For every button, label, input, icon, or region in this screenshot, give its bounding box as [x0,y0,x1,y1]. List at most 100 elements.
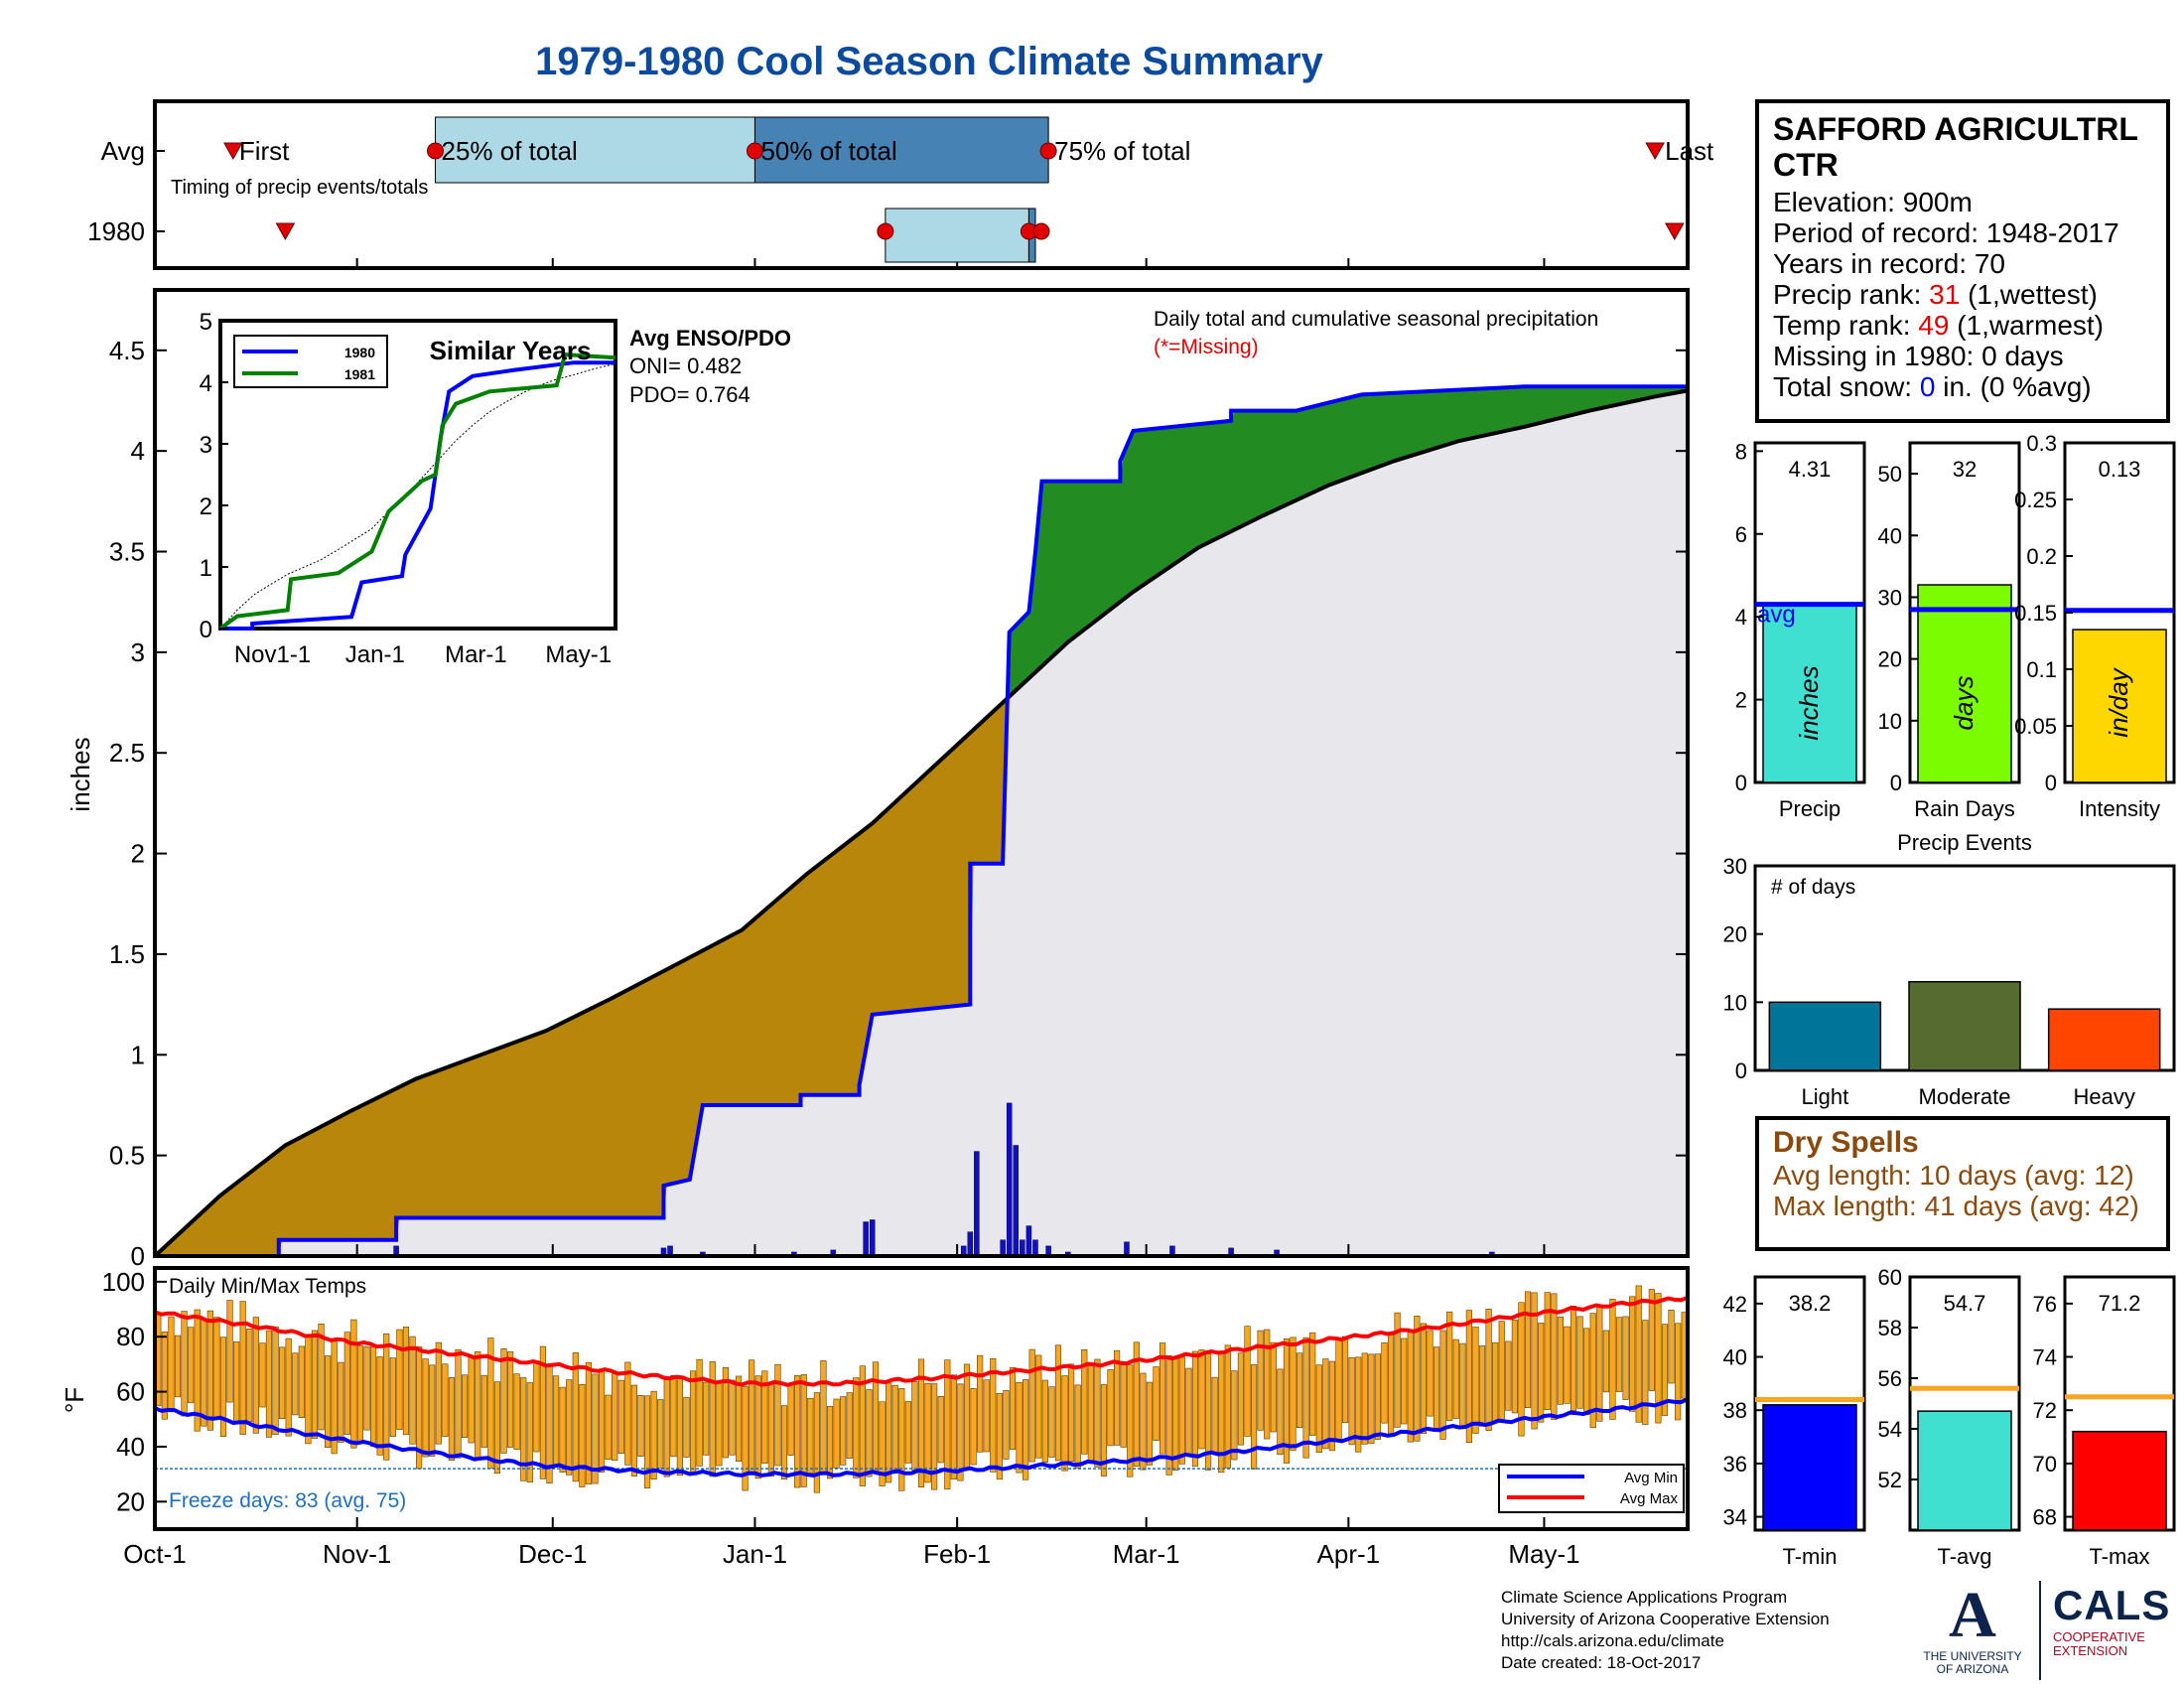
daily-temp-bar [1615,1317,1623,1392]
y-tick-label: 40 [1878,523,1902,548]
daily-temp-bar [552,1375,560,1468]
daily-temp-bar [1629,1296,1636,1412]
daily-temp-bar [206,1310,213,1431]
value-label: 54.7 [1944,1291,1986,1316]
season-totals-panels: avg 0 2 4 6 8 4.31 inches Precip 0 10 20 30 40 50 32 day… [1735,431,2176,821]
station-name: SAFFORD AGRICULTRL CTR [1773,111,2138,183]
daily-precip-bar [863,1221,869,1257]
station-elevation: Elevation: 900m [1773,187,1973,217]
daily-temp-bar [1465,1310,1472,1444]
daily-temp-bar [1602,1330,1609,1393]
daily-precip-bar [1025,1225,1032,1257]
daily-temp-bar [1178,1356,1185,1465]
deficit-area [158,699,1007,1256]
cumulative-precip-panel: 0 0.5 1 1.5 2 2.5 3 3.5 4 4.5 inches Daily total an… [66,288,1690,1271]
y-tick-label: 20 [116,1486,145,1516]
daily-temp-bar [937,1396,944,1464]
daily-temp-bar [794,1375,801,1488]
x-tick-label: Mar-1 [1113,1539,1180,1569]
daily-temp-bar [977,1354,984,1453]
daily-temp-bar [409,1336,416,1445]
daily-temp-bar [1237,1352,1245,1446]
daily-temp-bar [820,1360,827,1475]
x-tick-label: Nov-1 [323,1539,391,1569]
daily-temp-bar [886,1381,892,1483]
event-category-label: Light [1801,1084,1848,1109]
daily-temp-bar [716,1380,723,1467]
daily-temp-bar [1668,1310,1675,1384]
daily-temp-bar [924,1382,931,1483]
cals-logo: CALS COOPERATIVE EXTENSION [2039,1581,2178,1680]
daily-temp-bar [1302,1336,1309,1459]
daily-temp-bar [1394,1312,1401,1428]
daily-temp-bar [1009,1366,1017,1451]
value-label: 71.2 [2099,1291,2141,1316]
daily-temp-bar [1133,1341,1140,1468]
daily-temp-bar [435,1341,442,1445]
daily-temp-bar [1355,1356,1362,1453]
daily-temp-bar [279,1346,286,1419]
daily-temp-bar [305,1336,312,1445]
daily-temp-bar [1655,1293,1662,1424]
daily-temp-bar [1544,1292,1551,1410]
y-tick-label: 80 [116,1322,145,1351]
legend-label: Avg Min [1624,1470,1678,1486]
daily-temp-bar [1146,1381,1154,1466]
temp-rank: Temp rank: 49 (1,warmest) [1773,310,2105,341]
pdo-value: PDO= 0.764 [629,382,751,407]
daily-temp-bar [559,1386,566,1473]
daily-temp-bar [643,1395,651,1488]
y-tick-label: 30 [1723,854,1747,879]
daily-temp-bar [1498,1321,1505,1421]
y-tick-label: 2.5 [109,738,145,768]
daily-temp-bar [1322,1358,1329,1450]
event-bar-moderate [1908,980,2021,1071]
temps-frame [153,1266,1690,1531]
daily-temp-bar [213,1317,220,1419]
avg-box-50-75 [753,116,1049,184]
legend-label: Avg Max [1620,1490,1679,1507]
y-tick-label: 52 [1878,1468,1902,1492]
precip-rank: Precip rank: 31 (1,wettest) [1773,279,2098,310]
marker-label-last: Last [1665,136,1714,166]
box-1980-25-50 [885,208,1029,263]
daily-precip-bar [974,1151,980,1257]
daily-temp-bar [272,1326,279,1435]
daily-temp-bar [356,1345,364,1443]
daily-temp-bar [1191,1350,1199,1468]
inset-legend [233,335,388,388]
y-tick-label: 20 [1878,647,1902,672]
daily-temp-bar [729,1379,736,1456]
x-tick-label: Jan-1 [723,1539,787,1569]
daily-temp-bar [1140,1372,1147,1471]
daily-temp-bar [780,1405,788,1480]
daily-temp-bar [311,1330,319,1439]
daily-temp-bar [990,1357,997,1473]
daily-temp-bar [1328,1360,1336,1452]
daily-temp-bar [1120,1364,1127,1448]
daily-temp-bar [598,1370,606,1473]
daily-temp-bar [761,1370,768,1464]
daily-temp-bar [1407,1332,1414,1443]
inset-x-tick-label: May-1 [545,641,612,668]
daily-temp-bar [1257,1330,1264,1431]
y-tick-label: 4.5 [109,336,145,365]
dry-spells-box: Dry Spells Avg length: 10 days (avg: 12)… [1755,1116,2170,1251]
timing-label: Timing of precip events/totals [171,177,428,199]
y-axis-label: inches [66,737,95,811]
inset-avg-line [219,362,616,630]
daily-temp-bar [520,1377,527,1481]
daily-temp-bar [1296,1352,1303,1429]
daily-temp-bar [1081,1349,1088,1455]
panel-label: Precip [1779,796,1841,821]
y-tick-label: 56 [1878,1366,1902,1391]
daily-temp-bar [1492,1341,1499,1424]
daily-temp-bar [396,1329,403,1431]
daily-temp-bar [637,1395,644,1458]
inset-x-tick-label: Jan-1 [345,641,405,668]
daily-temp-bar [174,1335,182,1398]
daily-temp-bar [1524,1291,1532,1408]
avg-p50-marker [746,142,763,160]
daily-temp-bar [1003,1390,1010,1460]
daily-temp-bar [689,1370,697,1474]
